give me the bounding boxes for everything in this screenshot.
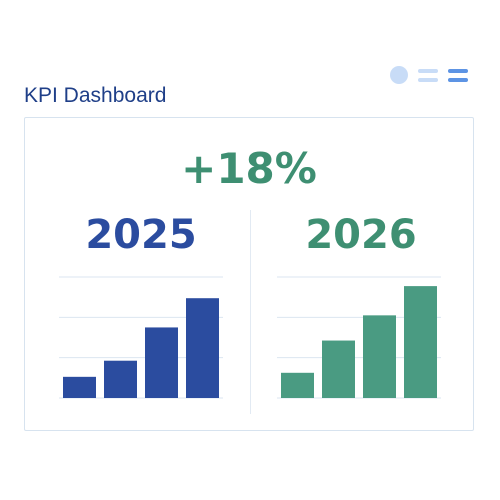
year-label-2025: 2025: [85, 212, 197, 258]
bar-1: [63, 376, 96, 398]
kpi-card: +18% 2025 2026: [24, 117, 474, 431]
growth-value: +18%: [181, 144, 317, 193]
year-label-2026: 2026: [305, 212, 417, 258]
bar-2: [322, 340, 355, 398]
bar-4: [404, 286, 437, 398]
page-title: KPI Dashboard: [24, 84, 167, 107]
menu-dark-icon[interactable]: [448, 68, 468, 82]
panel-divider: [250, 210, 251, 414]
bar-3: [363, 315, 396, 398]
bar-3: [145, 327, 178, 398]
circle-icon[interactable]: [390, 66, 408, 84]
bar-4: [186, 298, 219, 398]
bar-2: [104, 360, 137, 398]
bar-1: [281, 372, 314, 398]
header-icons: [390, 66, 468, 84]
bar-chart-2026: [277, 276, 441, 399]
menu-light-icon[interactable]: [418, 68, 438, 82]
bar-chart-2025: [59, 276, 223, 399]
